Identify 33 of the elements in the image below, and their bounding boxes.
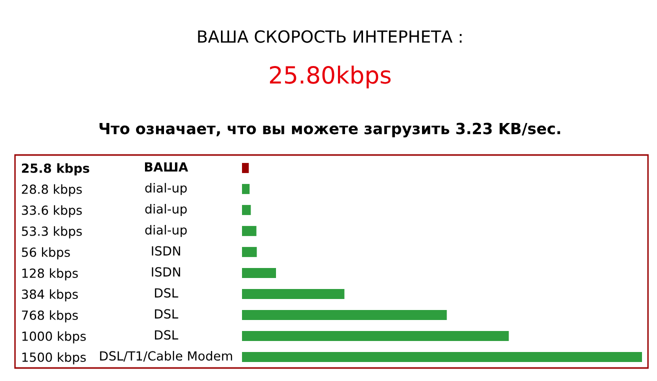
text: dial-up [145,204,187,216]
text: DSL/T1/Cable Modem [100,350,232,362]
bar [242,246,257,258]
text: dial-up [145,182,187,196]
chart-title: ВАША СКОРОСТЬ ИНТЕРНЕТА : [198,30,462,43]
y-tick-label: 768 kbps [22,310,78,322]
bar [242,352,642,362]
y-tick-label: 384 kbps [22,289,78,302]
text: ISDN [152,246,180,256]
bar [242,288,344,300]
y-tick-label: 53.3 kbps [22,226,82,238]
text: ВАША [144,162,188,172]
bar [242,310,447,320]
bar [242,204,251,216]
y-tick-label: 1000 kbps [22,331,86,344]
y-tick-label: 33.6 kbps [22,205,82,218]
text: Что означает, что вы можете загрузить 3.23 KB/sec. [100,122,560,138]
text: DSL [154,309,178,319]
text: DSL [154,330,178,340]
bar [242,330,509,342]
bar [242,184,250,194]
text: dial-up [145,224,187,238]
y-tick-label: 56 kbps [22,247,70,260]
text: DSL [154,288,178,298]
y-tick-label: 1500 kbps [22,352,86,364]
text: ISDN [152,267,180,277]
bar [242,226,256,236]
y-tick-label: 25.8 kbps [22,163,90,176]
bar [242,268,276,278]
chart-subtitle: 25.80kbps [270,66,391,88]
y-tick-label: 28.8 kbps [22,184,82,196]
bar [242,162,249,174]
y-tick-label: 128 kbps [22,268,78,280]
